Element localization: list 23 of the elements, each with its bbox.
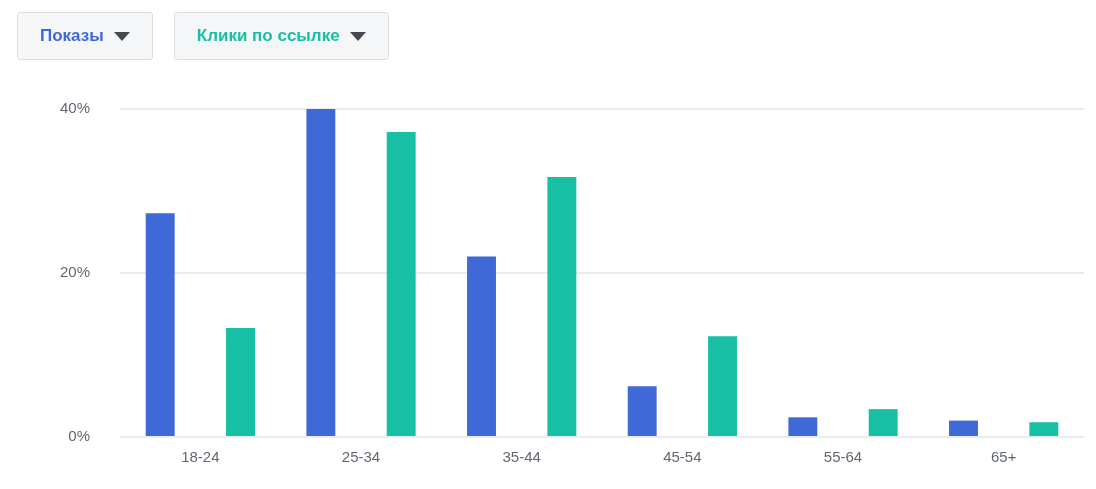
bar (949, 420, 978, 436)
y-tick-label: 0% (68, 427, 91, 445)
bar (708, 336, 737, 436)
bar (547, 177, 577, 436)
x-tick-label: 65+ (990, 448, 1017, 466)
bar (788, 417, 818, 436)
x-tick-label: 35-44 (502, 448, 541, 466)
y-tick-label: 40% (59, 99, 91, 117)
bar (627, 386, 657, 436)
bar (868, 409, 898, 436)
x-tick-label: 18-24 (181, 448, 220, 466)
bar (467, 256, 496, 436)
text: Показы (40, 26, 104, 46)
bar (386, 131, 416, 436)
bar (145, 213, 175, 436)
bar (226, 327, 255, 436)
y-tick-label: 20% (59, 263, 91, 281)
x-tick-label: 25-34 (341, 448, 381, 466)
x-tick-label: 55-64 (823, 448, 863, 466)
bar (306, 109, 336, 436)
bar (1029, 422, 1059, 436)
x-tick-label: 45-54 (663, 448, 702, 466)
text: Клики по ссылке (196, 26, 340, 46)
